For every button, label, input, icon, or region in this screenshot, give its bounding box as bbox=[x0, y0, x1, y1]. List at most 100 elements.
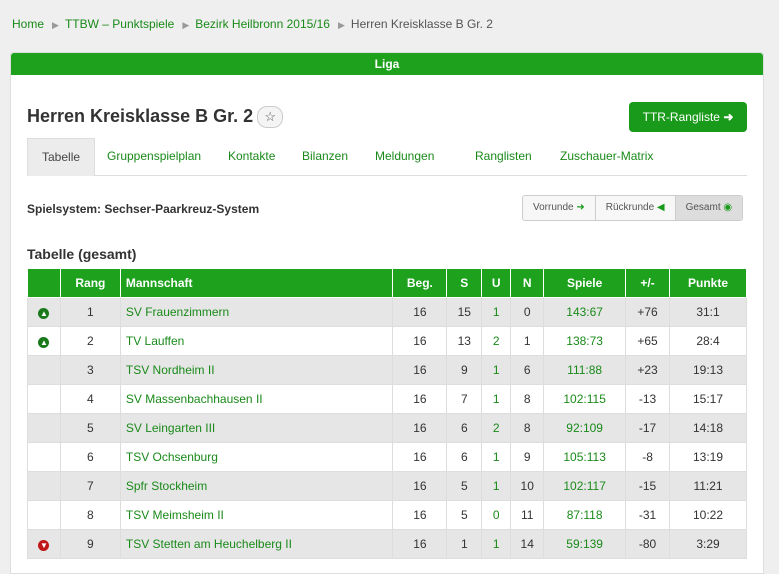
trend-cell: ▲ bbox=[27, 297, 61, 327]
favorite-button[interactable]: ☆ bbox=[257, 106, 284, 129]
table-cell: 1 bbox=[481, 471, 512, 501]
system-text: Spielsystem: Sechser-Paarkreuz-System bbox=[27, 202, 260, 216]
table-cell: 10:22 bbox=[669, 500, 747, 530]
round-buttons: Vorrunde ➜ Rückrunde ◀ Gesamt ◉ bbox=[522, 195, 744, 221]
table-cell[interactable]: TSV Stetten am Heuchelberg II bbox=[119, 529, 394, 559]
table-cell[interactable]: 102:117 bbox=[543, 471, 627, 501]
table-cell: 9 bbox=[59, 529, 121, 559]
table-cell: -31 bbox=[625, 500, 671, 530]
separator: ▶ bbox=[182, 20, 190, 30]
tab[interactable]: Kontakte bbox=[228, 149, 276, 163]
ttr-button[interactable]: TTR-Rangliste ➜ bbox=[629, 102, 747, 132]
header-cell: Punkte bbox=[669, 268, 747, 298]
table-cell: 16 bbox=[392, 471, 448, 501]
table-cell: 6 bbox=[446, 413, 483, 443]
table-cell[interactable]: 87:118 bbox=[543, 500, 627, 530]
table-cell[interactable]: 59:139 bbox=[543, 529, 627, 559]
round-button[interactable]: Gesamt ◉ bbox=[674, 196, 743, 220]
table-cell: 13:19 bbox=[669, 442, 747, 472]
header-row: Rang Mannschaft Beg. S U N Spiele +/- Punkte bbox=[27, 268, 747, 298]
header-cell: N bbox=[510, 268, 545, 298]
table-row: 6 TSV Ochsenburg 16 6 1 9 105:113 -8 13:19 bbox=[27, 442, 747, 472]
table-cell: 15:17 bbox=[669, 384, 747, 414]
header-cell bbox=[27, 268, 61, 298]
table-cell: -8 bbox=[625, 442, 671, 472]
table-cell: 1 bbox=[481, 355, 512, 385]
table-cell: 16 bbox=[392, 355, 448, 385]
round-button[interactable]: Rückrunde ◀ bbox=[594, 196, 675, 220]
table-cell[interactable]: 92:109 bbox=[543, 413, 627, 443]
table-cell: -80 bbox=[625, 529, 671, 559]
table-cell: 9 bbox=[446, 355, 483, 385]
table-cell: 1 bbox=[59, 297, 121, 327]
tab[interactable]: Bilanzen bbox=[302, 149, 349, 163]
table-cell: 16 bbox=[392, 413, 448, 443]
table-cell: +23 bbox=[625, 355, 671, 385]
trend-cell bbox=[27, 355, 61, 385]
trend-cell bbox=[27, 413, 61, 443]
table-cell: 19:13 bbox=[669, 355, 747, 385]
card: Liga Herren Kreisklasse B Gr. 2 ☆ TTR-Ran… bbox=[10, 52, 764, 574]
table-cell[interactable]: TSV Ochsenburg bbox=[119, 442, 394, 472]
tab[interactable]: Ranglisten bbox=[475, 149, 532, 163]
table-cell: 31:1 bbox=[669, 297, 747, 327]
table-cell: 7 bbox=[446, 384, 483, 414]
table-cell: 13 bbox=[446, 326, 483, 356]
table-cell: 0 bbox=[510, 297, 545, 327]
table-cell: 5 bbox=[446, 471, 483, 501]
table-cell: 0 bbox=[481, 500, 512, 530]
table-cell[interactable]: SV Massenbachhausen II bbox=[119, 384, 394, 414]
header-cell: S bbox=[446, 268, 483, 298]
table-cell: 1 bbox=[446, 529, 483, 559]
table-cell: 14:18 bbox=[669, 413, 747, 443]
separator: ▶ bbox=[52, 20, 59, 30]
table-cell[interactable]: 111:88 bbox=[543, 355, 627, 385]
round-label: Gesamt bbox=[685, 202, 721, 213]
breadcrumb-item[interactable]: TTBW – Punktspiele bbox=[64, 17, 175, 31]
table-cell[interactable]: Spfr Stockheim bbox=[119, 471, 394, 501]
ttr-label: TTR-Rangliste bbox=[642, 110, 720, 124]
table-cell: 10 bbox=[510, 471, 545, 501]
tabs: Tabelle Gruppenspielplan Kontakte Bilanzen M… bbox=[27, 138, 747, 176]
table-cell[interactable]: TV Lauffen bbox=[119, 326, 394, 356]
table-cell[interactable]: SV Frauenzimmern bbox=[119, 297, 394, 327]
table-cell[interactable]: TSV Meimsheim II bbox=[119, 500, 394, 530]
table-cell: 8 bbox=[510, 384, 545, 414]
tab[interactable]: Zuschauer-Matrix bbox=[560, 149, 654, 163]
header-cell: +/- bbox=[625, 268, 671, 298]
table-cell[interactable]: 143:67 bbox=[543, 297, 627, 327]
table-cell: 2 bbox=[481, 326, 512, 356]
tab[interactable]: Gruppenspielplan bbox=[107, 149, 202, 163]
table-cell: +76 bbox=[625, 297, 671, 327]
header-cell: Spiele bbox=[543, 268, 627, 298]
table-cell: 1 bbox=[481, 384, 512, 414]
table-cell[interactable]: 138:73 bbox=[543, 326, 627, 356]
table-cell: 11 bbox=[510, 500, 545, 530]
table-cell: 16 bbox=[392, 297, 448, 327]
table-row: 3 TSV Nordheim II 16 9 1 6 111:88 +23 19:13 bbox=[27, 355, 747, 385]
table-row: 4 SV Massenbachhausen II 16 7 1 8 102:115 -13 15… bbox=[27, 384, 747, 414]
tab[interactable]: Meldungen bbox=[375, 149, 435, 163]
table-cell[interactable]: 102:115 bbox=[543, 384, 627, 414]
header-cell[interactable]: Beg. bbox=[392, 268, 448, 298]
round-button[interactable]: Vorrunde ➜ bbox=[523, 196, 595, 220]
table-cell: 3:29 bbox=[669, 529, 747, 559]
table-cell: -13 bbox=[625, 384, 671, 414]
trend-cell bbox=[27, 442, 61, 472]
trend-cell bbox=[27, 500, 61, 530]
table-cell: -17 bbox=[625, 413, 671, 443]
table-cell: 16 bbox=[392, 326, 448, 356]
table-cell: 8 bbox=[510, 413, 545, 443]
icon: ◉ bbox=[720, 202, 733, 213]
table-cell[interactable]: SV Leingarten III bbox=[119, 413, 394, 443]
table-cell[interactable]: TSV Nordheim II bbox=[119, 355, 394, 385]
breadcrumb-item[interactable]: Bezirk Heilbronn 2015/16 bbox=[195, 17, 330, 31]
table-cell: 2 bbox=[59, 326, 121, 356]
table-cell: 16 bbox=[392, 384, 448, 414]
trend-icon: ▼ bbox=[38, 540, 50, 551]
header-cell[interactable]: Mannschaft bbox=[119, 268, 394, 298]
tab[interactable]: Tabelle bbox=[27, 138, 96, 176]
breadcrumb-item: Herren Kreisklasse B Gr. 2 bbox=[350, 17, 493, 31]
breadcrumb-item[interactable]: Home bbox=[12, 17, 45, 31]
table-cell[interactable]: 105:113 bbox=[543, 442, 627, 472]
